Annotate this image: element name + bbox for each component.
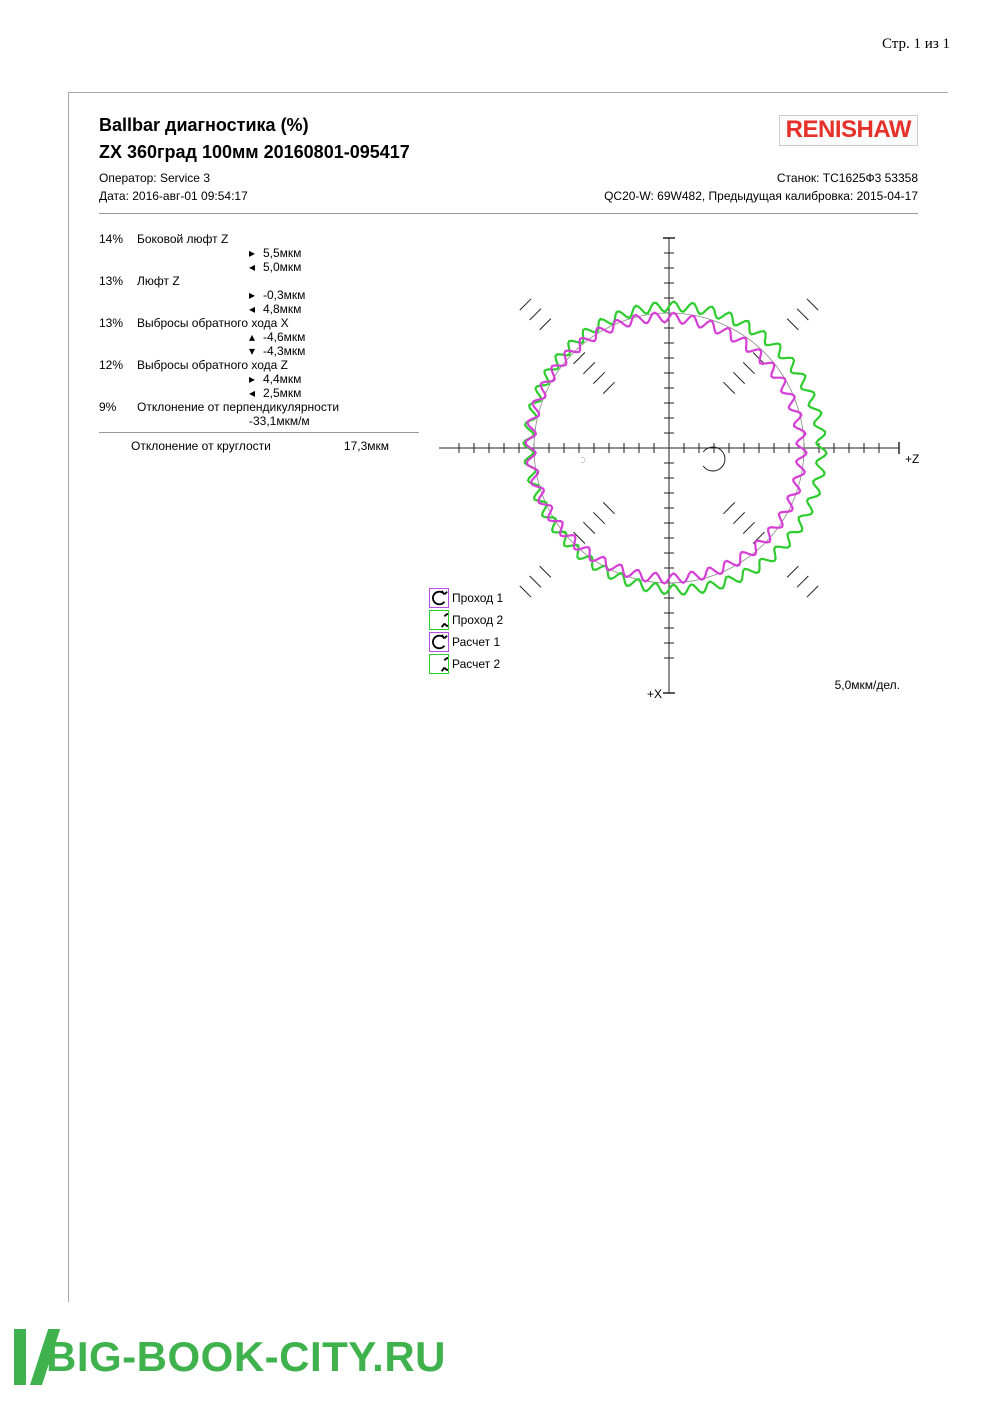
diag-pct: 9% — [99, 400, 137, 414]
direction-icon: ▸ — [249, 288, 263, 302]
divider — [99, 213, 918, 214]
direction-icon: ▸ — [249, 372, 263, 386]
polar-plot: +Z +X — [419, 218, 919, 778]
diag-value: -4,6мкм — [263, 330, 305, 344]
diag-sub: ▸-0,3мкм — [99, 288, 419, 302]
doc-subtitle: ZX 360град 100мм 20160801-095417 — [99, 142, 410, 163]
document-frame: Ballbar диагностика (%) ZX 360град 100мм… — [68, 92, 948, 1302]
direction-icon: ▴ — [249, 330, 263, 344]
cal-label: QC20-W: 69W482, Предыдущая калибровка: 2… — [604, 187, 918, 205]
diag-value: -4,3мкм — [263, 344, 305, 358]
z-axis-label: +Z — [905, 452, 919, 466]
direction-icon: ◂ — [249, 260, 263, 274]
diag-value: 4,4мкм — [263, 372, 301, 386]
diag-label: Отклонение от перпендикулярности — [137, 400, 419, 414]
diag-pct: 12% — [99, 358, 137, 372]
diagnostics-list: 14%Боковой люфт Z▸5,5мкм◂5,0мкм13%Люфт Z… — [99, 232, 419, 453]
diag-sub: -33,1мкм/м — [99, 414, 419, 428]
diag-label: Люфт Z — [137, 274, 419, 288]
machine-label: Станок: ТС1625Ф3 53358 — [604, 169, 918, 187]
diag-value: 2,5мкм — [263, 386, 301, 400]
direction-icon: ◂ — [249, 302, 263, 316]
scale-label: 5,0мкм/дел. — [835, 678, 900, 692]
roundness-row: Отклонение от круглости 17,3мкм — [99, 439, 389, 453]
diag-label: Боковой люфт Z — [137, 232, 419, 246]
meta-row: Оператор: Service 3 Дата: 2016-авг-01 09… — [99, 169, 918, 205]
diag-sub: ◂5,0мкм — [99, 260, 419, 274]
page-number: Стр. 1 из 1 — [882, 36, 950, 53]
diag-sub: ◂4,8мкм — [99, 302, 419, 316]
diag-value: 4,8мкм — [263, 302, 301, 316]
diag-label: Выбросы обратного хода X — [137, 316, 419, 330]
diag-value: 5,0мкм — [263, 260, 301, 274]
diag-sub: ▾-4,3мкм — [99, 344, 419, 358]
diag-row: 12%Выбросы обратного хода Z — [99, 358, 419, 372]
diag-sub: ▸5,5мкм — [99, 246, 419, 260]
operator-label: Оператор: Service 3 — [99, 169, 248, 187]
watermark-text: BIG-BOOK-CITY.RU — [46, 1333, 446, 1381]
diag-sub: ▸4,4мкм — [99, 372, 419, 386]
doc-title: Ballbar диагностика (%) — [99, 115, 410, 136]
diag-pct: 13% — [99, 316, 137, 330]
divider — [99, 432, 419, 433]
direction-icon: ▸ — [249, 246, 263, 260]
direction-icon: ▾ — [249, 344, 263, 358]
watermark-icon — [14, 1329, 42, 1385]
diag-sub: ◂2,5мкм — [99, 386, 419, 400]
diag-row: 13%Люфт Z — [99, 274, 419, 288]
date-label: Дата: 2016-авг-01 09:54:17 — [99, 187, 248, 205]
brand-logo: RENISHAW — [779, 115, 918, 146]
diag-row: 14%Боковой люфт Z — [99, 232, 419, 246]
diag-value: -0,3мкм — [263, 288, 305, 302]
direction-icon: ◂ — [249, 386, 263, 400]
diag-row: 9%Отклонение от перпендикулярности — [99, 400, 419, 414]
diag-row: 13%Выбросы обратного хода X — [99, 316, 419, 330]
roundness-label: Отклонение от круглости — [131, 439, 271, 453]
diag-value: 5,5мкм — [263, 246, 301, 260]
diag-pct: 14% — [99, 232, 137, 246]
roundness-value: 17,3мкм — [344, 439, 389, 453]
diag-label: Выбросы обратного хода Z — [137, 358, 419, 372]
diag-sub: ▴-4,6мкм — [99, 330, 419, 344]
x-axis-label: +X — [647, 687, 662, 701]
watermark: BIG-BOOK-CITY.RU — [14, 1329, 446, 1385]
diag-pct: 13% — [99, 274, 137, 288]
